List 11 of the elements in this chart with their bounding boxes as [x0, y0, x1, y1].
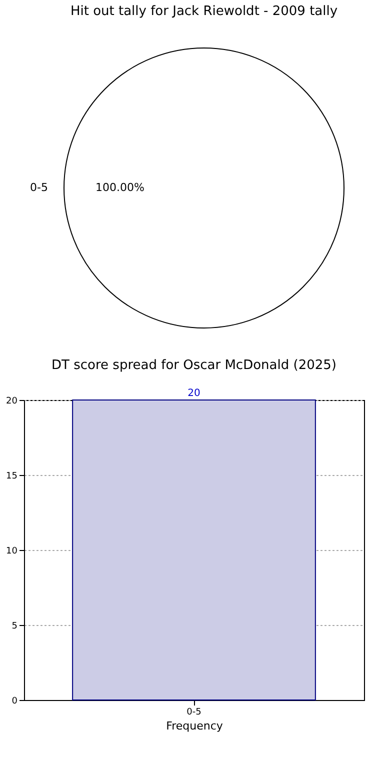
y-tick-label: 20	[6, 396, 18, 406]
y-tick-label: 15	[6, 472, 18, 482]
y-tick-label: 0	[12, 696, 18, 706]
slice-label: 0-5	[30, 181, 48, 194]
data-label: 100.00%	[96, 181, 144, 194]
chart-title: DT score spread for Oscar McDonald (2025)	[52, 358, 336, 373]
y-tick-label: 5	[12, 622, 18, 632]
chart-title: Hit out tally for Jack Riewoldt - 2009 tally	[70, 4, 338, 19]
y-tick-label: 10	[6, 546, 18, 556]
x-axis-title: Frequency	[166, 720, 224, 732]
data-label: 20	[188, 388, 200, 399]
